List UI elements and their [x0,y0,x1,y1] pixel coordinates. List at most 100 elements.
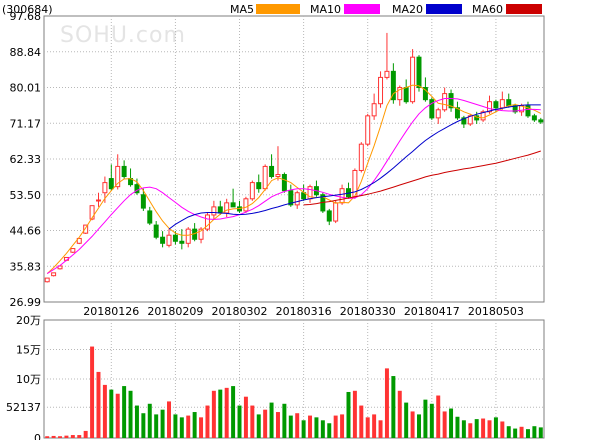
candle-body-down [160,236,166,244]
volume-bar [397,390,402,438]
candle-body-up [294,192,300,206]
candle-body-down [326,210,332,222]
candle-body-down [217,206,223,214]
candle-body-up [365,115,371,145]
candle-body-down [121,165,127,178]
candle [397,85,403,106]
ma10-line [46,98,541,275]
candle [480,109,486,122]
legend-swatch [506,4,542,14]
candle-body-up [397,87,403,101]
candle [147,206,153,226]
candle [230,188,236,208]
volume-tick-label: 20万 [16,314,41,327]
candle [128,168,134,187]
candle-body-down [538,119,544,123]
candle-body-up [102,182,108,194]
date-tick-label: 20180417 [404,305,460,318]
candle [281,172,287,193]
volume-bar [128,390,133,438]
candle-body-up [198,228,204,240]
candle-body-up [339,188,345,204]
candle-body-up [384,70,390,78]
volume-bar [77,435,82,438]
legend-label: MA20 [392,3,423,16]
candle [371,93,377,120]
volume-grid [44,320,544,438]
candle-body-down [153,224,159,238]
candle-body-down [281,174,287,192]
candle [461,115,467,128]
volume-bars [45,346,543,438]
candle [499,91,505,110]
volume-bar [429,403,434,438]
volume-bar [134,405,139,438]
volume-bar [468,423,473,438]
price-y-axis: 97.68 88.84 80.01 71.17 62.33 53.50 44.66 35.83… [10,10,42,309]
candle [70,248,76,254]
ma20-line [168,104,541,230]
ma60-line [303,150,541,206]
candle [83,224,89,234]
candle-body-up [410,56,416,103]
volume-bar [449,408,454,438]
candle [204,212,210,232]
date-tick-label: 20180503 [468,305,524,318]
candle-body-up [487,101,492,113]
volume-bar [282,403,287,438]
legend-swatch [344,4,380,14]
volume-bar [506,426,511,438]
candle [192,223,198,242]
candle-body-down [506,99,512,107]
volume-bar [231,386,236,438]
candle-body-up [166,234,172,246]
volume-bar [154,414,159,438]
legend-label: MA60 [472,3,503,16]
volume-bar [404,402,409,438]
candle-body-down [140,194,146,209]
volume-bar [461,420,466,438]
candle [358,142,364,173]
candle [269,154,275,179]
volume-bar [243,396,248,438]
candle [262,164,268,191]
price-tick-label: 53.50 [10,189,42,202]
legend-item-ma5: MA5 [230,3,300,16]
price-tick-label: 44.66 [10,225,42,238]
candle [275,146,281,181]
candle [410,49,416,104]
candle-body-up [249,182,255,200]
candle [454,101,460,120]
candle [160,231,166,248]
volume-bar [70,435,75,438]
volume-bar [51,435,56,438]
volume-bar [141,413,146,438]
volume-bar [211,390,216,438]
volume-panel: 20万 15万 10万 52137 0 [6,314,545,440]
volume-bar [365,417,370,438]
date-tick-label: 20180330 [340,305,396,318]
legend-item-ma10: MA10 [310,3,380,16]
moving-averages [46,84,542,275]
candle [448,89,454,112]
candle-body-up [51,272,57,277]
candle [346,182,351,199]
volume-bar [275,412,280,438]
candle [185,227,191,248]
candle-body-up [499,99,505,109]
volume-bar [122,386,127,438]
volume-bar [340,414,345,438]
candle-body-down [448,93,454,109]
volume-bar [160,409,165,438]
candle-body-down [422,87,428,101]
legend-item-ma60: MA60 [472,3,542,16]
legend-swatch [426,4,462,14]
volume-bar [179,417,184,438]
candle [153,221,159,240]
candle-body-down [525,105,531,117]
date-tick-label: 20180302 [212,305,268,318]
candle [429,97,435,120]
price-grid [44,16,544,302]
volume-bar [417,414,421,438]
candle [403,79,409,104]
